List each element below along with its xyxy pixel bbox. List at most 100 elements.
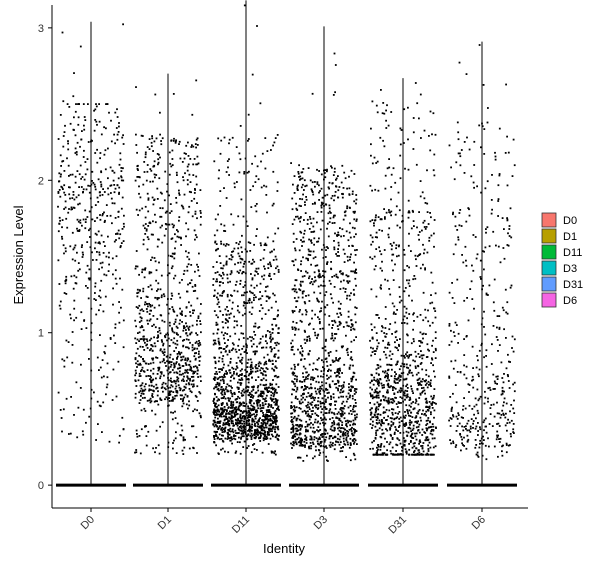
data-point bbox=[265, 335, 267, 338]
data-point bbox=[293, 353, 296, 356]
data-point bbox=[217, 428, 220, 430]
data-point bbox=[194, 143, 197, 145]
data-point bbox=[395, 450, 397, 452]
data-point bbox=[301, 240, 304, 243]
data-point bbox=[245, 435, 248, 437]
data-point bbox=[241, 416, 244, 419]
data-point bbox=[314, 445, 317, 448]
data-point bbox=[306, 415, 309, 417]
data-point bbox=[334, 321, 337, 324]
data-point bbox=[190, 331, 193, 334]
data-point bbox=[182, 355, 185, 358]
data-point bbox=[169, 380, 172, 382]
data-point bbox=[305, 310, 308, 313]
data-point bbox=[333, 319, 336, 322]
data-point bbox=[396, 339, 398, 341]
data-point bbox=[342, 187, 345, 189]
data-point bbox=[334, 64, 337, 66]
data-point bbox=[251, 292, 254, 295]
data-point bbox=[292, 183, 294, 186]
data-point bbox=[187, 141, 189, 144]
data-point bbox=[386, 449, 388, 452]
data-point bbox=[248, 427, 251, 429]
data-point bbox=[321, 196, 324, 199]
data-point bbox=[256, 350, 258, 353]
data-point bbox=[425, 437, 428, 440]
data-point bbox=[303, 301, 306, 303]
data-point bbox=[59, 114, 62, 116]
data-point bbox=[293, 372, 296, 375]
data-point bbox=[422, 337, 424, 340]
data-point bbox=[190, 376, 193, 378]
data-point bbox=[267, 387, 270, 389]
data-point bbox=[166, 183, 169, 185]
data-point bbox=[420, 350, 422, 352]
data-point bbox=[93, 391, 95, 394]
data-point bbox=[326, 170, 328, 173]
data-point bbox=[230, 271, 233, 274]
data-point bbox=[243, 263, 245, 265]
data-point bbox=[219, 379, 222, 382]
data-point bbox=[254, 417, 257, 420]
data-point bbox=[300, 205, 302, 207]
data-point bbox=[216, 229, 219, 232]
data-point bbox=[188, 173, 191, 176]
data-point bbox=[322, 418, 324, 421]
data-point bbox=[277, 349, 280, 352]
data-point bbox=[198, 342, 201, 344]
data-point bbox=[135, 342, 138, 344]
data-point bbox=[323, 284, 326, 287]
data-point bbox=[237, 427, 240, 430]
data-point bbox=[350, 389, 352, 391]
data-point bbox=[228, 299, 231, 302]
data-point bbox=[179, 307, 181, 310]
data-point bbox=[239, 452, 242, 455]
data-point bbox=[276, 315, 279, 318]
data-point bbox=[227, 406, 230, 409]
data-point bbox=[256, 165, 259, 168]
data-point bbox=[323, 276, 326, 278]
data-point bbox=[177, 230, 179, 233]
data-point bbox=[183, 446, 186, 449]
data-point bbox=[373, 222, 375, 225]
data-point bbox=[194, 352, 196, 355]
data-point bbox=[271, 204, 274, 207]
data-point bbox=[185, 250, 187, 253]
data-point bbox=[335, 386, 338, 389]
data-point bbox=[263, 370, 265, 372]
data-point bbox=[223, 374, 225, 376]
data-point bbox=[295, 390, 298, 393]
data-point bbox=[236, 366, 239, 369]
data-point bbox=[431, 357, 433, 360]
data-point bbox=[114, 217, 117, 219]
data-point bbox=[173, 397, 176, 400]
data-point bbox=[369, 423, 372, 425]
data-point bbox=[350, 253, 352, 256]
data-point bbox=[250, 436, 253, 439]
data-point bbox=[95, 439, 97, 441]
data-point bbox=[276, 400, 278, 403]
data-point bbox=[110, 140, 113, 143]
data-point bbox=[254, 429, 257, 431]
data-point bbox=[340, 235, 342, 238]
data-point bbox=[235, 413, 238, 416]
data-point bbox=[308, 363, 311, 366]
data-point bbox=[307, 353, 310, 356]
data-point bbox=[337, 422, 340, 425]
data-point bbox=[71, 173, 74, 176]
data-point bbox=[160, 143, 163, 146]
data-point bbox=[296, 398, 299, 400]
data-point bbox=[158, 366, 161, 369]
data-point bbox=[272, 415, 274, 418]
data-point bbox=[420, 354, 423, 357]
data-point bbox=[158, 329, 161, 332]
data-point bbox=[105, 255, 108, 258]
data-point bbox=[87, 184, 90, 187]
data-point bbox=[80, 177, 82, 180]
data-point bbox=[156, 386, 158, 389]
data-point bbox=[410, 250, 412, 252]
data-point bbox=[341, 164, 344, 167]
data-point bbox=[262, 278, 265, 281]
data-point bbox=[155, 383, 158, 386]
data-point bbox=[328, 315, 331, 317]
